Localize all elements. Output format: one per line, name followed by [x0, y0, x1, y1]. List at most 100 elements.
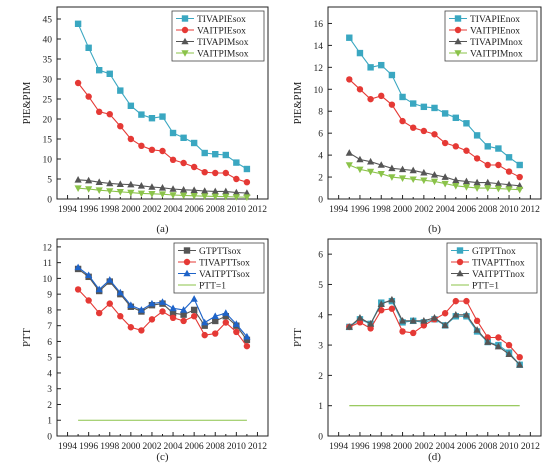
data-point	[462, 184, 471, 191]
data-point	[85, 297, 92, 304]
legend-entry: TIVAPIEsox	[197, 15, 246, 25]
y-tick-label: 2	[318, 174, 323, 184]
x-tick-label: 2012	[521, 205, 540, 215]
x-tick-label: 2010	[500, 442, 519, 452]
y-tick-label: 1	[47, 417, 52, 427]
data-point	[356, 86, 364, 93]
x-tick-label: 2012	[248, 205, 267, 215]
data-point	[388, 305, 396, 312]
data-point	[516, 161, 523, 169]
legend-entry: TIVAPIMnox	[470, 38, 523, 48]
data-point	[356, 49, 364, 57]
data-point	[74, 286, 82, 293]
data-point	[356, 166, 364, 174]
x-tick-label: 2000	[121, 442, 140, 452]
data-point	[441, 110, 449, 117]
y-tick-label: 3	[318, 342, 323, 352]
data-point	[180, 186, 188, 193]
data-point	[95, 285, 103, 293]
data-point	[74, 20, 82, 27]
data-point	[85, 176, 93, 184]
data-point	[137, 182, 145, 189]
data-point	[96, 309, 103, 317]
data-point	[212, 151, 219, 158]
y-tick-label: 5	[318, 281, 323, 291]
x-tick-label: 2002	[414, 442, 433, 452]
data-point	[95, 187, 103, 194]
chart-panel: 1994 1996 1998 2000 2002 2004 2006 2008 2010 2012…	[22, 238, 269, 463]
data-point	[222, 187, 230, 195]
data-point	[74, 79, 82, 87]
data-point	[377, 170, 385, 178]
data-point	[420, 127, 428, 135]
x-tick-label: 2002	[142, 442, 161, 452]
data-point	[452, 310, 460, 318]
y-tick-label: 8	[318, 108, 323, 118]
data-point	[452, 297, 459, 305]
legend-entry: TIVAPIMsox	[197, 38, 249, 48]
data-point	[117, 123, 124, 130]
data-point	[148, 316, 156, 323]
data-point	[106, 188, 114, 195]
data-point	[85, 271, 93, 279]
data-point	[95, 178, 103, 185]
data-point	[484, 143, 491, 150]
y-tick-label: 7	[47, 322, 52, 332]
y-tick-label: 14	[314, 42, 324, 52]
data-point	[158, 298, 167, 305]
y-axis-label: PIE&PIM	[22, 81, 33, 124]
data-point	[180, 192, 188, 200]
legend-entry: GTPTTnox	[472, 247, 516, 257]
data-point	[169, 192, 177, 199]
x-tick-label: 1994	[58, 205, 77, 215]
data-point	[169, 314, 177, 321]
x-tick-label: 2008	[206, 205, 225, 215]
x-tick-label: 2006	[185, 205, 204, 215]
y-tick-label: 11	[43, 259, 52, 269]
legend-swatch-marker	[183, 269, 191, 277]
data-point	[222, 169, 229, 177]
series-line	[348, 298, 521, 366]
data-point	[117, 87, 124, 94]
y-tick-label: 6	[318, 251, 323, 261]
legend-entry: PTT=1	[472, 281, 499, 291]
x-tick-label: 2010	[500, 205, 519, 215]
data-point	[233, 328, 240, 336]
legend-entry: VAITPIEnox	[470, 26, 520, 36]
data-point	[201, 187, 209, 194]
data-point	[158, 184, 167, 191]
data-point	[106, 111, 113, 118]
data-point	[138, 327, 145, 334]
y-tick-label: 3	[47, 385, 52, 395]
data-point	[138, 111, 145, 118]
y-tick-label: 16	[314, 20, 324, 30]
x-tick-label: 1996	[79, 205, 98, 215]
data-point	[212, 169, 219, 177]
data-point	[473, 132, 481, 139]
data-point	[201, 169, 208, 176]
data-point	[116, 189, 124, 196]
data-point	[505, 350, 513, 357]
data-point	[190, 186, 198, 193]
y-tick-label: 2	[47, 401, 52, 411]
data-point	[232, 188, 240, 196]
data-point	[356, 314, 364, 321]
data-point	[431, 104, 438, 112]
data-point	[388, 174, 396, 181]
y-tick-label: 12	[314, 64, 324, 74]
legend-swatch-marker	[183, 258, 191, 266]
data-point	[462, 310, 471, 318]
x-tick-label: 2010	[227, 442, 246, 452]
data-point	[367, 64, 374, 71]
data-point	[463, 147, 470, 154]
legend-swatch-marker	[456, 258, 464, 266]
y-tick-label: 30	[43, 76, 53, 86]
legend-swatch-marker	[454, 37, 462, 45]
panel-caption: (c)	[156, 451, 169, 463]
x-tick-label: 2010	[227, 205, 246, 215]
y-tick-label: 15	[43, 136, 53, 146]
data-point	[452, 143, 459, 150]
data-point	[169, 129, 177, 137]
data-point	[180, 134, 187, 141]
